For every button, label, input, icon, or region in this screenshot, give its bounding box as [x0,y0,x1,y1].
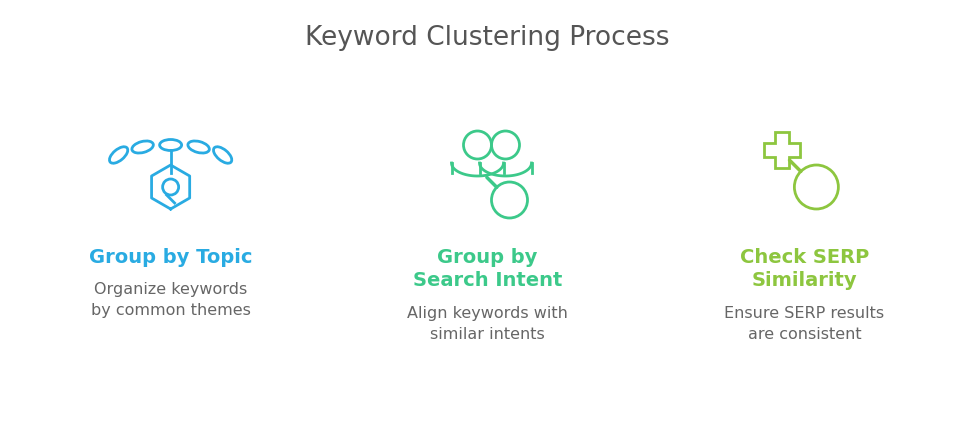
Text: Align keywords with
similar intents: Align keywords with similar intents [408,306,567,342]
Text: Keyword Clustering Process: Keyword Clustering Process [305,25,670,51]
Text: Organize keywords
by common themes: Organize keywords by common themes [91,282,251,318]
Text: Ensure SERP results
are consistent: Ensure SERP results are consistent [724,306,884,342]
Text: Group by
Search Intent: Group by Search Intent [412,248,563,291]
Text: Group by Topic: Group by Topic [89,248,253,267]
Text: Check SERP
Similarity: Check SERP Similarity [740,248,869,291]
